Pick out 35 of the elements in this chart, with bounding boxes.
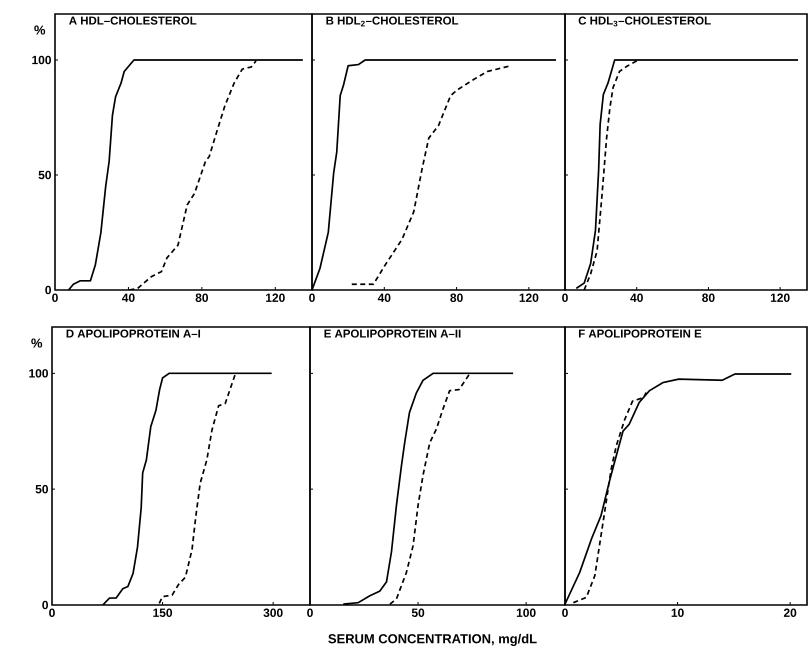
x-tick-label: 0	[562, 294, 568, 302]
x-tick-label: 40	[122, 294, 135, 302]
y-tick-label: 100	[29, 369, 48, 378]
chart-title: E APOLIPOPROTEIN A–II	[324, 330, 460, 338]
x-tick-label: 120	[520, 294, 538, 302]
x-tick-label: 0	[562, 608, 568, 617]
chart-title: D APOLIPOPROTEIN A–I	[66, 330, 200, 338]
y-tick-label: 50	[36, 484, 48, 494]
x-axis-title: SERUM CONCENTRATION, mg/dL	[328, 634, 537, 646]
x-tick-label: 150	[153, 608, 172, 617]
chart-title: C HDL$_{3}$–CHOLESTEROL	[578, 16, 711, 26]
chart-title: A HDL–CHOLESTEROL	[69, 16, 196, 25]
y-axis-title: %	[34, 26, 46, 35]
y-tick-label: 0	[42, 600, 48, 610]
chart-title: B HDL$_{2}$–CHOLESTEROL	[326, 16, 458, 26]
x-tick-label: 100	[516, 608, 536, 617]
x-tick-label: 50	[412, 608, 424, 617]
x-tick-label: 0	[307, 608, 313, 617]
x-tick-label: 300	[263, 608, 283, 618]
y-axis-title: %	[31, 338, 42, 348]
x-tick-label: 40	[378, 294, 390, 302]
chart-title: F APOLIPOPROTEIN E	[578, 330, 702, 338]
y-tick-label: 100	[32, 56, 51, 64]
x-tick-label: 40	[630, 294, 643, 302]
x-tick-label: 80	[450, 294, 463, 302]
y-tick-label: 0	[45, 286, 51, 294]
x-tick-label: 120	[266, 294, 285, 302]
x-tick-label: 80	[702, 294, 715, 302]
x-tick-label: 10	[672, 608, 684, 617]
x-tick-label: 0	[52, 294, 58, 302]
x-tick-label: 120	[770, 294, 790, 302]
x-tick-label: 20	[784, 608, 796, 617]
x-tick-label: 0	[309, 294, 315, 302]
x-tick-label: 80	[196, 294, 208, 302]
y-tick-label: 50	[38, 170, 51, 180]
